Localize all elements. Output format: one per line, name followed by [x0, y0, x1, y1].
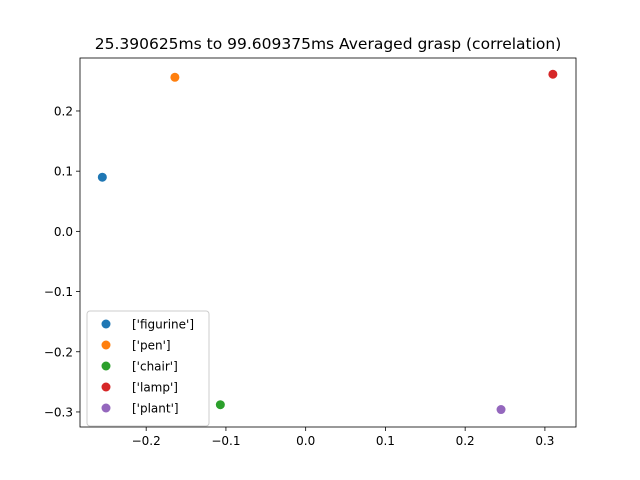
data-point: [548, 69, 558, 79]
data-point: [170, 72, 180, 82]
x-tick-label: 0.0: [296, 434, 315, 448]
legend: ['figurine'] ['pen'] ['chair'] ['lamp'] ['pl…: [86, 310, 210, 427]
legend-label: ['plant']: [132, 402, 179, 416]
legend-marker: [101, 361, 111, 371]
legend-label: ['lamp']: [132, 381, 178, 395]
plot-area: −0.2 −0.1 0.0 0.1 0.2 0.3 0.2 0.1 0.0 −0.1 −0.2 −0.…: [44, 57, 577, 448]
x-tick-label: 0.1: [376, 434, 395, 448]
legend-label: ['pen']: [132, 339, 171, 353]
y-tick-label: −0.3: [44, 405, 73, 419]
y-tick-label: 0.2: [54, 104, 73, 118]
legend-label: ['figurine']: [132, 318, 194, 332]
axes-frame: [79, 57, 577, 428]
chart-title: 25.390625ms to 99.609375ms Averaged gras…: [95, 35, 562, 53]
legend-marker: [101, 403, 111, 413]
x-tick-label: 0.3: [535, 434, 554, 448]
legend-box: [86, 310, 210, 427]
y-tick-label: 0.0: [54, 225, 73, 239]
x-tick-label: 0.2: [456, 434, 475, 448]
data-point: [215, 400, 225, 410]
data-point: [97, 172, 107, 182]
legend-marker: [101, 340, 111, 350]
x-tick-label: −0.2: [132, 434, 161, 448]
data-point: [496, 405, 506, 415]
legend-marker: [101, 382, 111, 392]
y-tick-label: 0.1: [54, 165, 73, 179]
legend-label: ['chair']: [132, 360, 178, 374]
x-tick-label: −0.1: [211, 434, 240, 448]
legend-marker: [101, 319, 111, 329]
y-tick-label: −0.1: [44, 285, 73, 299]
y-tick-label: −0.2: [44, 345, 73, 359]
